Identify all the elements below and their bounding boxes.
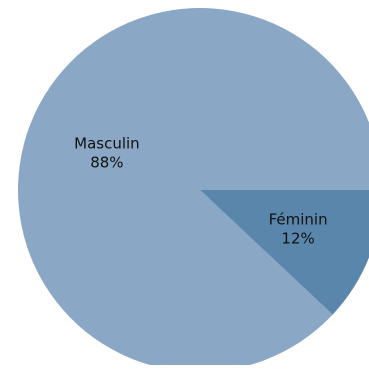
slice-value-masculin: 88% [90, 154, 123, 172]
slice-label-masculin: Masculin [74, 135, 140, 153]
pie-slice-feminin [200, 190, 369, 315]
slice-value-feminin: 12% [281, 229, 314, 247]
slice-label-feminin: Féminin [269, 210, 328, 228]
pie-slice-masculin [18, 8, 369, 369]
pie-slices [18, 8, 369, 369]
